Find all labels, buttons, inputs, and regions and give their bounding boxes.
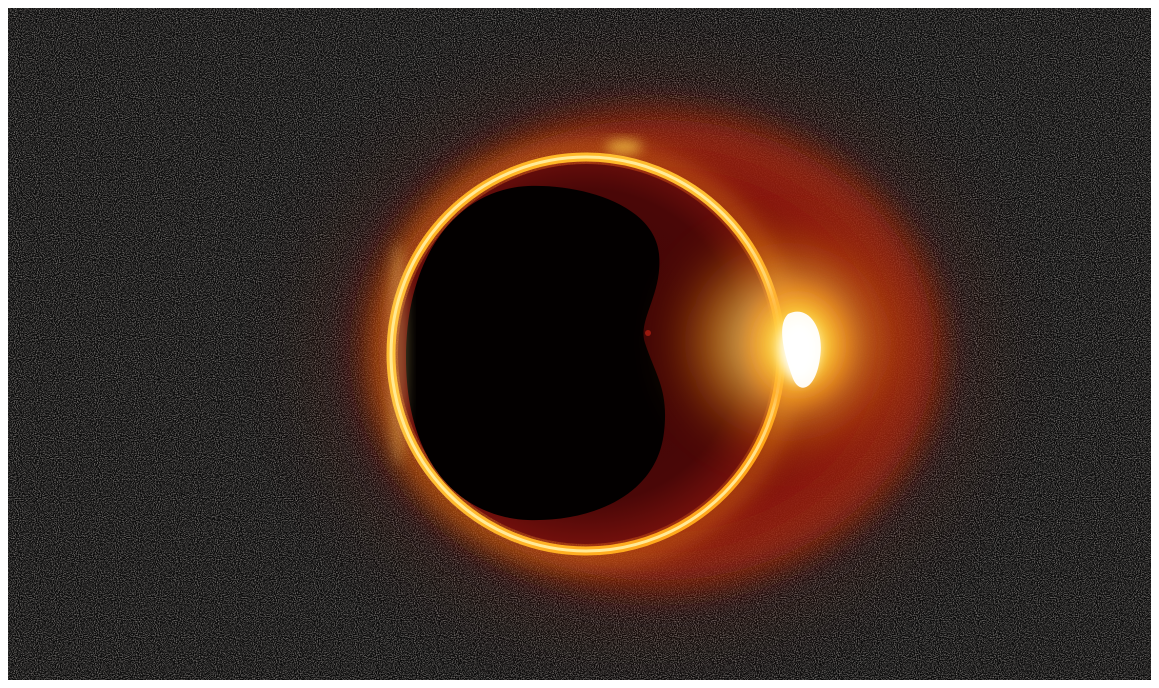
image-frame [8,8,1151,680]
small-red-speck [645,330,651,336]
eclipse-image [8,8,1151,680]
occultation-shadow [406,185,666,521]
left-highlight [389,242,407,466]
flare-highlight [782,311,821,388]
top-highlight [606,140,642,154]
